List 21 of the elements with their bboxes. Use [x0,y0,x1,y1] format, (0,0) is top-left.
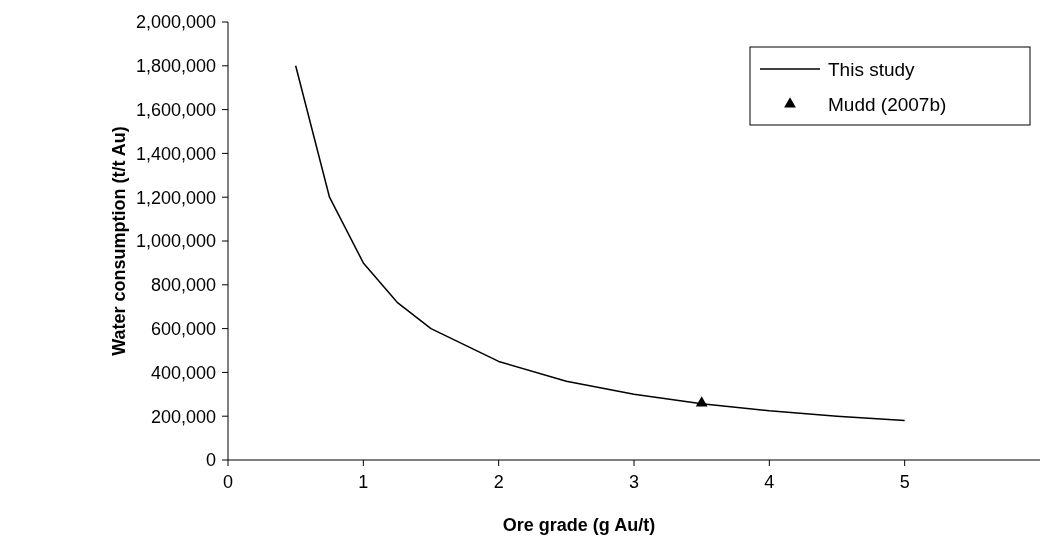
y-tick-label: 600,000 [150,318,216,339]
x-axis-title: Ore grade (g Au/t) [502,515,656,535]
y-tick-label: 2,000,000 [135,12,216,33]
y-tick-label: 1,400,000 [135,143,216,164]
x-tick-label: 0 [222,472,234,492]
legend-label: This study [828,58,916,80]
y-tick-label: 1,600,000 [135,99,216,120]
y-tick-label: 800,000 [150,275,216,296]
x-tick-label: 4 [764,472,775,492]
y-tick-label: 0 [205,450,216,471]
x-tick-label: 5 [899,472,910,492]
y-tick-label: 400,000 [150,362,216,383]
y-tick-label: 1,800,000 [135,56,216,77]
x-tick-label: 3 [628,472,640,492]
y-tick-label: 1,200,000 [135,187,216,208]
legend-label: Mudd (2007b) [828,93,947,115]
y-tick-label: 1,000,000 [135,231,216,252]
y-tick-label: 200,000 [150,406,216,427]
x-tick-label: 1 [358,472,369,492]
x-tick-label: 2 [493,472,504,492]
y-axis-title: Water consumption (t/t Au) [109,126,129,356]
